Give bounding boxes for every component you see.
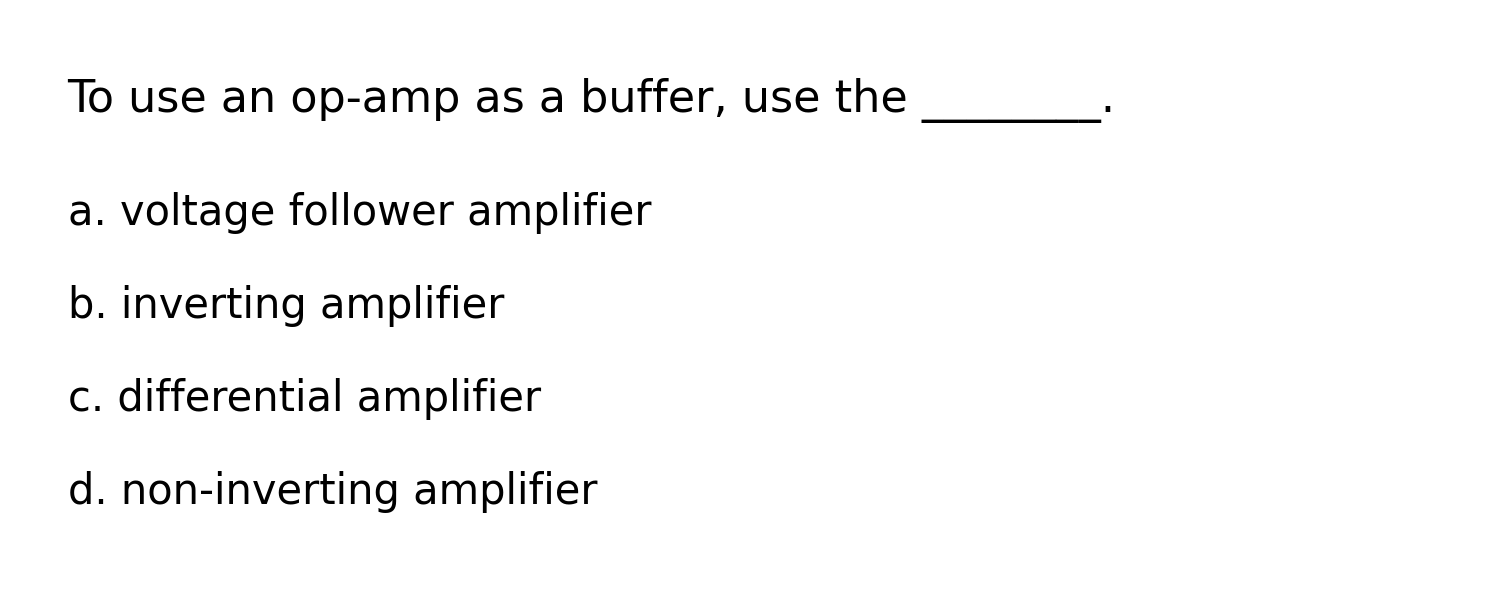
Text: To use an op-amp as a buffer, use the ________.: To use an op-amp as a buffer, use the __…: [68, 78, 1116, 123]
Text: d. non-inverting amplifier: d. non-inverting amplifier: [68, 471, 597, 513]
Text: c. differential amplifier: c. differential amplifier: [68, 378, 540, 420]
Text: b. inverting amplifier: b. inverting amplifier: [68, 285, 504, 327]
Text: a. voltage follower amplifier: a. voltage follower amplifier: [68, 192, 651, 234]
